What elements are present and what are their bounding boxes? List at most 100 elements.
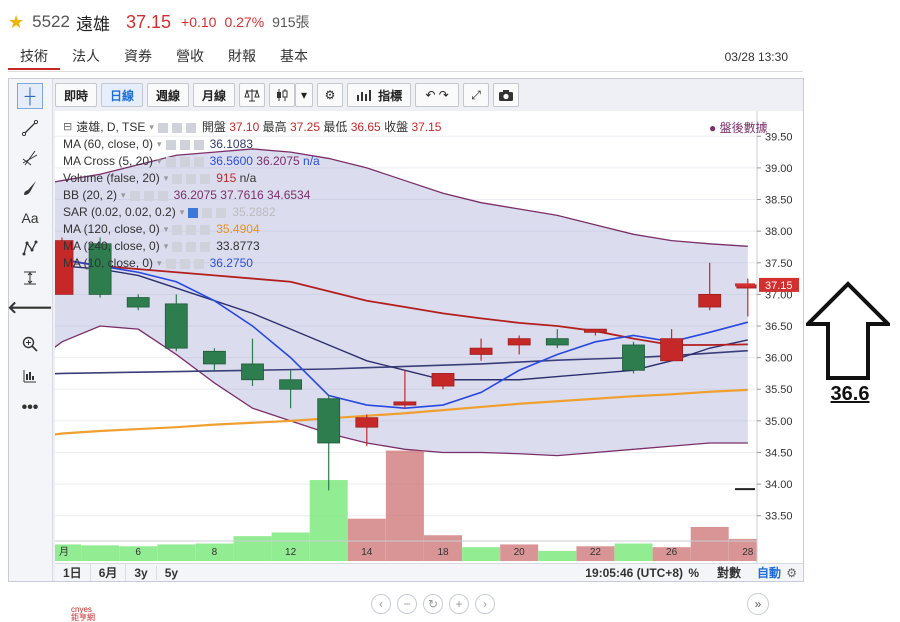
bb-lower-line <box>44 325 748 457</box>
tab-technical[interactable]: 技術 <box>8 44 60 70</box>
candle-body-15 <box>622 344 645 371</box>
zoom-in-icon[interactable]: + <box>449 594 469 614</box>
tab-divider <box>8 71 803 72</box>
pattern-icon[interactable] <box>17 235 43 261</box>
favorite-star-icon[interactable]: ★ <box>8 11 25 32</box>
tab-revenue[interactable]: 營收 <box>176 48 204 64</box>
candle-body-4 <box>202 350 226 365</box>
scroll-to-latest-icon[interactable]: » <box>747 593 769 615</box>
indicator-legend: ⊟ 遠雄, D, TSE ▾ 開盤 37.10 最高 37.25 最低 36.6… <box>63 119 441 272</box>
volume-bar-12 <box>500 544 539 561</box>
candle-body-17 <box>698 293 722 308</box>
measure-icon[interactable] <box>17 265 43 291</box>
crosshair-icon[interactable]: ┼ <box>17 83 43 109</box>
up-arrow-annotation-icon <box>806 281 890 380</box>
monthly-button[interactable]: 月線 <box>193 83 236 107</box>
screenshot-camera-icon[interactable] <box>493 83 520 107</box>
candle-body-16 <box>660 338 683 362</box>
x-tick-label-3: 12 <box>285 547 297 558</box>
stock-code: 5522 <box>32 12 70 31</box>
price-chart[interactable]: 39.50 39.00 38.50 38.00 37.50 37.00 36.50 36.00… <box>43 111 803 563</box>
candle-body-12 <box>507 338 531 346</box>
percent-scale-button[interactable]: % <box>688 565 699 580</box>
x-tick-label-4: 14 <box>361 547 373 558</box>
legend-ma60: MA (60, close, 0) ▾ 36.1083 <box>63 137 253 151</box>
legend-ma10: MA (10, close, 0) ▾ 36.2750 <box>63 256 253 270</box>
chart-toolbar: 即時 日線 週線 月線 ▾ ⚙ 指標 ↶ ↷ ⤢ <box>55 83 520 109</box>
ma20-line <box>44 252 748 346</box>
y-tick-label-0: 39.50 <box>765 131 793 143</box>
more-tools-icon[interactable]: ••• <box>21 399 39 416</box>
undo-redo-icon[interactable]: ↶ ↷ <box>415 83 460 107</box>
indicators-button[interactable]: 指標 <box>347 83 412 107</box>
tab-margin[interactable]: 資券 <box>124 48 152 64</box>
x-tick-label-8: 26 <box>666 547 678 558</box>
x-tick-label-9: 28 <box>742 547 754 558</box>
legend-ma120: MA (120, close, 0) ▾ 35.4904 <box>63 222 260 236</box>
candle-type-dropdown-icon[interactable]: ▾ <box>295 83 314 107</box>
indicators-label: 指標 <box>378 88 403 103</box>
after-hours-label: ● 盤後數據 <box>709 121 768 135</box>
auto-scale-button[interactable]: 自動 <box>756 566 781 580</box>
brush-icon[interactable] <box>17 175 43 201</box>
tab-financials[interactable]: 財報 <box>228 48 256 64</box>
chart-nav-buttons: ‹ − ↻ + › <box>371 594 495 614</box>
volume-bar-11 <box>462 547 501 561</box>
y-tick-label-8: 35.50 <box>765 384 793 396</box>
candle-body-7 <box>317 398 341 444</box>
log-scale-button[interactable]: 對數 <box>716 566 741 580</box>
range-1d[interactable]: 1日 <box>55 564 91 581</box>
x-tick-label-7: 22 <box>590 547 602 558</box>
y-tick-label-11: 34.00 <box>765 479 793 491</box>
candle-body-5 <box>241 363 264 381</box>
scale-settings-icon[interactable]: ⚙ <box>786 565 797 580</box>
pan-left-icon[interactable]: ‹ <box>371 594 391 614</box>
settings-gear-icon[interactable]: ⚙ <box>317 83 344 107</box>
range-3y[interactable]: 3y <box>126 565 157 580</box>
y-tick-label-12: 33.50 <box>765 511 793 523</box>
legend-bb: BB (20, 2) ▾ 36.2075 37.7616 34.6534 <box>63 188 311 202</box>
tab-institutional[interactable]: 法人 <box>72 48 100 64</box>
candle-type-icon[interactable] <box>269 83 296 107</box>
volume-bar-9 <box>385 450 424 561</box>
text-tool-icon[interactable]: Aa <box>21 210 39 226</box>
magnet-icon[interactable] <box>17 363 43 389</box>
last-price-label: 37.15 <box>765 280 793 292</box>
chart-widget: ┼ Aa 🡐 ••• 即時 日線 週線 月線 <box>7 78 804 622</box>
trendline-icon[interactable] <box>17 115 43 141</box>
y-tick-label-5: 37.00 <box>765 289 793 301</box>
stock-volume: 915張 <box>272 14 310 30</box>
y-tick-label-6: 36.50 <box>765 321 793 333</box>
volume-bar-6 <box>271 532 310 561</box>
volume-bar-10 <box>424 535 462 561</box>
bb-upper-line <box>44 148 748 247</box>
weekly-button[interactable]: 週線 <box>147 83 190 107</box>
reset-icon[interactable]: ↻ <box>423 594 443 614</box>
volume-bar-7 <box>309 480 348 561</box>
y-tick-label-2: 38.50 <box>765 195 793 207</box>
y-tick-label-7: 36.00 <box>765 353 793 365</box>
candle-body-14 <box>584 328 607 333</box>
candle-body-13 <box>545 338 569 346</box>
plot-area[interactable]: 39.50 39.00 38.50 38.00 37.50 37.00 36.50 36.00… <box>43 111 803 563</box>
zoom-out-icon[interactable]: − <box>397 594 417 614</box>
quote-datetime: 03/28 13:30 <box>724 50 788 64</box>
fibonacci-icon[interactable] <box>17 145 43 171</box>
fullscreen-icon[interactable]: ⤢ <box>463 83 490 107</box>
y-tick-label-1: 39.00 <box>765 163 793 175</box>
volume-bar-13 <box>538 550 577 561</box>
tab-basic[interactable]: 基本 <box>280 48 308 64</box>
range-6m[interactable]: 6月 <box>91 564 127 581</box>
volume-bar-3 <box>157 544 196 561</box>
pan-right-icon[interactable]: › <box>475 594 495 614</box>
remove-drawings-icon[interactable]: 🡐 <box>7 298 53 317</box>
daily-button[interactable]: 日線 <box>101 83 144 107</box>
range-5y[interactable]: 5y <box>164 565 179 580</box>
compare-scale-icon[interactable] <box>239 83 266 107</box>
x-tick-label-6: 20 <box>514 547 526 558</box>
realtime-button[interactable]: 即時 <box>55 83 98 107</box>
ma5-line <box>44 252 749 410</box>
x-tick-label-1: 6 <box>135 547 141 558</box>
legend-main: ⊟ 遠雄, D, TSE ▾ 開盤 37.10 最高 37.25 最低 36.6… <box>63 120 442 134</box>
zoom-icon[interactable] <box>17 331 43 357</box>
